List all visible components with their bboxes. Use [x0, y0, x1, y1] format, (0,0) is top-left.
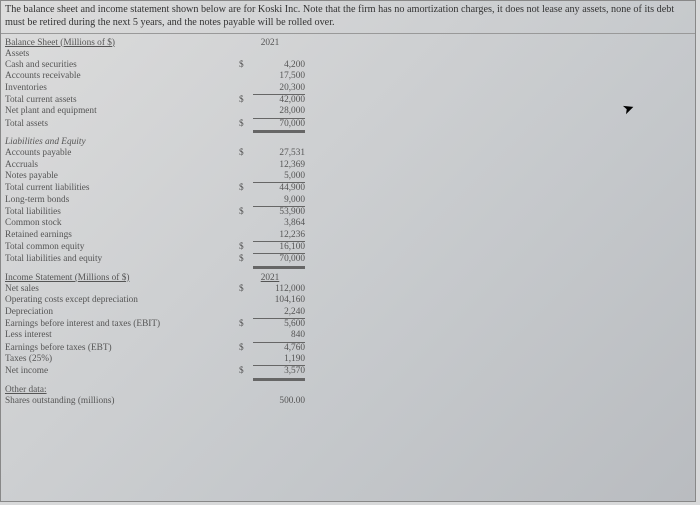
- label-tca: Total current assets: [5, 95, 235, 106]
- other-0-row: Shares outstanding (millions) 500.00: [5, 396, 689, 407]
- is-0-value: 112,000: [253, 284, 305, 295]
- cur-tcl: $: [239, 183, 244, 194]
- val-tcl: 44,900: [253, 183, 305, 194]
- is-7-label: Net income: [5, 366, 235, 377]
- is-7-currency: $: [239, 366, 244, 377]
- asset-2-value: 20,300: [253, 83, 305, 95]
- val-tce: 16,100: [253, 242, 305, 254]
- liab-2-row: Notes payable 5,000: [5, 171, 689, 183]
- assets-heading: Assets: [5, 49, 235, 60]
- cur-tl: $: [239, 207, 244, 218]
- asset-2-label: Inventories: [5, 83, 235, 94]
- total-liabilities-row: Total liabilities $53,900: [5, 207, 689, 218]
- bs-year: 2021: [235, 38, 305, 49]
- total-liabilities-equity-row: Total liabilities and equity $70,000: [5, 254, 689, 266]
- liab-1-label: Accruals: [5, 160, 235, 171]
- liab-0-row: Accounts payable $27,531: [5, 148, 689, 159]
- is-4-label: Less interest: [5, 330, 235, 341]
- is-2-row: Depreciation 2,240: [5, 307, 689, 319]
- label-npe: Net plant and equipment: [5, 106, 235, 117]
- val-tl: 53,900: [253, 207, 305, 218]
- liab-1-value: 12,369: [253, 160, 305, 171]
- val-re: 12,236: [253, 230, 305, 242]
- is-year: 2021: [235, 273, 305, 284]
- is-0-currency: $: [239, 284, 244, 295]
- is-1-label: Operating costs except depreciation: [5, 295, 235, 306]
- is-1-row: Operating costs except depreciation 104,1…: [5, 295, 689, 306]
- retained-earnings-row: Retained earnings 12,236: [5, 230, 689, 242]
- label-ta: Total assets: [5, 119, 235, 130]
- is-7-value: 3,570: [253, 366, 305, 378]
- total-common-equity-row: Total common equity $16,100: [5, 242, 689, 254]
- asset-1-row: Accounts receivable 17,500: [5, 71, 689, 82]
- label-tle: Total liabilities and equity: [5, 254, 235, 265]
- total-current-liabilities-row: Total current liabilities $44,900: [5, 183, 689, 194]
- is-2-label: Depreciation: [5, 307, 235, 318]
- asset-0-row: Cash and securities $4,200: [5, 60, 689, 71]
- is-5-currency: $: [239, 343, 244, 354]
- asset-0-label: Cash and securities: [5, 60, 235, 71]
- is-0-row: Net sales $112,000: [5, 284, 689, 295]
- val-ta: 70,000: [253, 119, 305, 131]
- label-tl: Total liabilities: [5, 207, 235, 218]
- is-3-row: Earnings before interest and taxes (EBIT…: [5, 319, 689, 330]
- net-plant-equipment-row: Net plant and equipment 28,000: [5, 106, 689, 118]
- other-data-heading: Other data:: [5, 385, 235, 396]
- label-cs: Common stock: [5, 218, 235, 229]
- is-3-currency: $: [239, 319, 244, 330]
- is-2-value: 2,240: [253, 307, 305, 319]
- cur-tce: $: [239, 242, 244, 253]
- is-5-label: Earnings before taxes (EBT): [5, 343, 235, 354]
- is-3-value: 5,600: [253, 319, 305, 330]
- liab-2-label: Notes payable: [5, 171, 235, 182]
- other-0-label: Shares outstanding (millions): [5, 396, 235, 407]
- liab-0-label: Accounts payable: [5, 148, 235, 159]
- label-ltb: Long-term bonds: [5, 195, 235, 206]
- val-tle: 70,000: [253, 254, 305, 266]
- cur-ta: $: [239, 119, 244, 130]
- val-cs: 3,864: [253, 218, 305, 229]
- liab-0-currency: $: [239, 148, 244, 159]
- liab-0-value: 27,531: [253, 148, 305, 159]
- is-6-label: Taxes (25%): [5, 354, 235, 365]
- asset-1-value: 17,500: [253, 71, 305, 82]
- val-npe: 28,000: [253, 106, 305, 118]
- is-7-row: Net income $3,570: [5, 366, 689, 378]
- is-3-label: Earnings before interest and taxes (EBIT…: [5, 319, 235, 330]
- is-1-value: 104,160: [253, 295, 305, 306]
- asset-2-row: Inventories 20,300: [5, 83, 689, 95]
- problem-intro: The balance sheet and income statement s…: [1, 1, 695, 34]
- liabilities-equity-heading: Liabilities and Equity: [5, 137, 235, 148]
- is-4-row: Less interest 840: [5, 330, 689, 342]
- is-6-value: 1,190: [253, 354, 305, 366]
- is-6-row: Taxes (25%) 1,190: [5, 354, 689, 366]
- val-tca: 42,000: [253, 95, 305, 106]
- is-0-label: Net sales: [5, 284, 235, 295]
- asset-1-label: Accounts receivable: [5, 71, 235, 82]
- income-statement-title: Income Statement (Millions of $): [5, 273, 235, 284]
- cur-tle: $: [239, 254, 244, 265]
- liab-2-value: 5,000: [253, 171, 305, 183]
- is-5-row: Earnings before taxes (EBT) $4,760: [5, 343, 689, 354]
- asset-0-currency: $: [239, 60, 244, 71]
- liab-1-row: Accruals 12,369: [5, 160, 689, 171]
- total-assets-row: Total assets $70,000: [5, 119, 689, 131]
- label-re: Retained earnings: [5, 230, 235, 241]
- financial-statements: Balance Sheet (Millions of $) 2021 Asset…: [1, 34, 695, 410]
- total-current-assets-row: Total current assets $42,000: [5, 95, 689, 106]
- label-tce: Total common equity: [5, 242, 235, 253]
- balance-sheet-title: Balance Sheet (Millions of $): [5, 38, 235, 49]
- is-4-value: 840: [253, 330, 305, 342]
- is-5-value: 4,760: [253, 343, 305, 354]
- other-0-value: 500.00: [253, 396, 305, 407]
- cur-tca: $: [239, 95, 244, 106]
- val-ltb: 9,000: [253, 195, 305, 207]
- common-stock-row: Common stock 3,864: [5, 218, 689, 229]
- asset-0-value: 4,200: [253, 60, 305, 71]
- long-term-bonds-row: Long-term bonds 9,000: [5, 195, 689, 207]
- label-tcl: Total current liabilities: [5, 183, 235, 194]
